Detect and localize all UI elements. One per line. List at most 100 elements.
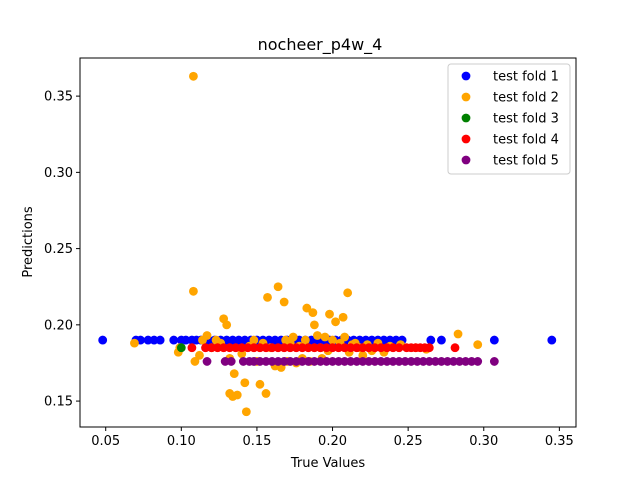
data-point (424, 357, 434, 366)
data-point (352, 357, 362, 366)
y-axis: 0.15 0.20 0.25 0.30 0.35 (44, 90, 80, 410)
x-tick-label: 0.15 (242, 434, 271, 449)
data-point (430, 357, 440, 366)
data-point (288, 332, 298, 342)
data-point (291, 357, 301, 366)
data-point (261, 357, 271, 366)
data-point (385, 335, 395, 345)
data-point (149, 335, 159, 345)
data-point (273, 357, 283, 366)
x-tick-label: 0.05 (91, 434, 120, 449)
data-point (325, 309, 334, 319)
data-point (270, 335, 280, 345)
data-point (376, 357, 386, 366)
data-point (267, 357, 277, 366)
data-point (455, 357, 464, 366)
data-point (309, 343, 319, 353)
data-point (364, 357, 374, 366)
data-point (547, 335, 557, 345)
plot-area (98, 71, 557, 417)
data-point (461, 357, 471, 366)
data-point (291, 343, 301, 353)
data-point (202, 331, 212, 340)
data-point (228, 335, 238, 345)
y-tick-label: 0.25 (44, 242, 73, 257)
data-point (340, 343, 350, 353)
data-point (313, 331, 322, 340)
data-point (201, 343, 210, 353)
data-point (229, 369, 239, 379)
y-axis-label: Predictions (21, 206, 36, 278)
legend-label: test fold 4 (493, 133, 559, 148)
data-point (316, 343, 325, 353)
data-point (320, 332, 330, 342)
x-tick-label: 0.25 (394, 434, 423, 449)
data-point (263, 292, 272, 302)
data-point (394, 343, 404, 353)
data-point (450, 343, 460, 353)
y-tick-label: 0.35 (44, 90, 73, 105)
data-point (249, 357, 259, 366)
data-point (255, 379, 265, 389)
data-point (285, 357, 295, 366)
data-point (187, 343, 197, 353)
x-axis-label: True Values (290, 456, 365, 471)
data-point (352, 343, 362, 353)
data-point (358, 357, 368, 366)
data-point (243, 343, 253, 353)
data-point (437, 335, 446, 345)
data-point (370, 343, 380, 353)
legend-marker (461, 155, 471, 165)
data-point (412, 357, 422, 366)
data-point (189, 71, 198, 81)
data-point (279, 357, 289, 366)
data-point (190, 357, 200, 366)
data-point (237, 343, 247, 353)
series-4 (187, 343, 460, 353)
data-point (240, 378, 250, 388)
y-tick-label: 0.15 (44, 395, 73, 410)
data-point (255, 343, 265, 353)
data-point (300, 335, 310, 345)
data-point (340, 332, 350, 342)
x-axis: 0.05 0.10 0.15 0.20 0.25 0.30 0.35 (91, 427, 574, 449)
data-point (273, 343, 283, 353)
data-point (382, 357, 392, 366)
data-point (334, 343, 343, 353)
data-point (453, 329, 463, 339)
data-point (467, 357, 477, 366)
legend-marker (461, 71, 471, 81)
legend-label: test fold 5 (493, 154, 559, 169)
y-tick-label: 0.20 (44, 318, 73, 333)
data-point (306, 335, 316, 345)
data-point (237, 349, 247, 359)
data-point (376, 343, 386, 353)
data-point (207, 343, 216, 353)
data-point (449, 357, 458, 366)
data-point (231, 343, 241, 353)
data-point (234, 335, 244, 345)
data-point (249, 335, 259, 345)
x-tick-label: 0.35 (545, 434, 574, 449)
data-point (424, 343, 434, 353)
data-point (249, 343, 259, 353)
y-tick-label: 0.30 (44, 166, 73, 181)
data-point (394, 357, 404, 366)
legend-label: test fold 2 (493, 91, 559, 106)
data-point (382, 343, 392, 353)
data-point (308, 308, 318, 318)
x-tick-label: 0.30 (469, 434, 498, 449)
legend: test fold 1 test fold 2 test fold 3 test fo… (447, 63, 571, 175)
legend-marker (461, 134, 471, 144)
data-point (473, 357, 483, 366)
legend-label: test fold 1 (493, 70, 559, 85)
chart-title: nocheer_p4w_4 (258, 35, 383, 55)
data-point (406, 357, 416, 366)
data-point (303, 357, 313, 366)
data-point (176, 343, 186, 353)
data-point (346, 343, 356, 353)
data-point (328, 343, 337, 353)
data-point (358, 350, 368, 360)
data-point (437, 357, 446, 366)
